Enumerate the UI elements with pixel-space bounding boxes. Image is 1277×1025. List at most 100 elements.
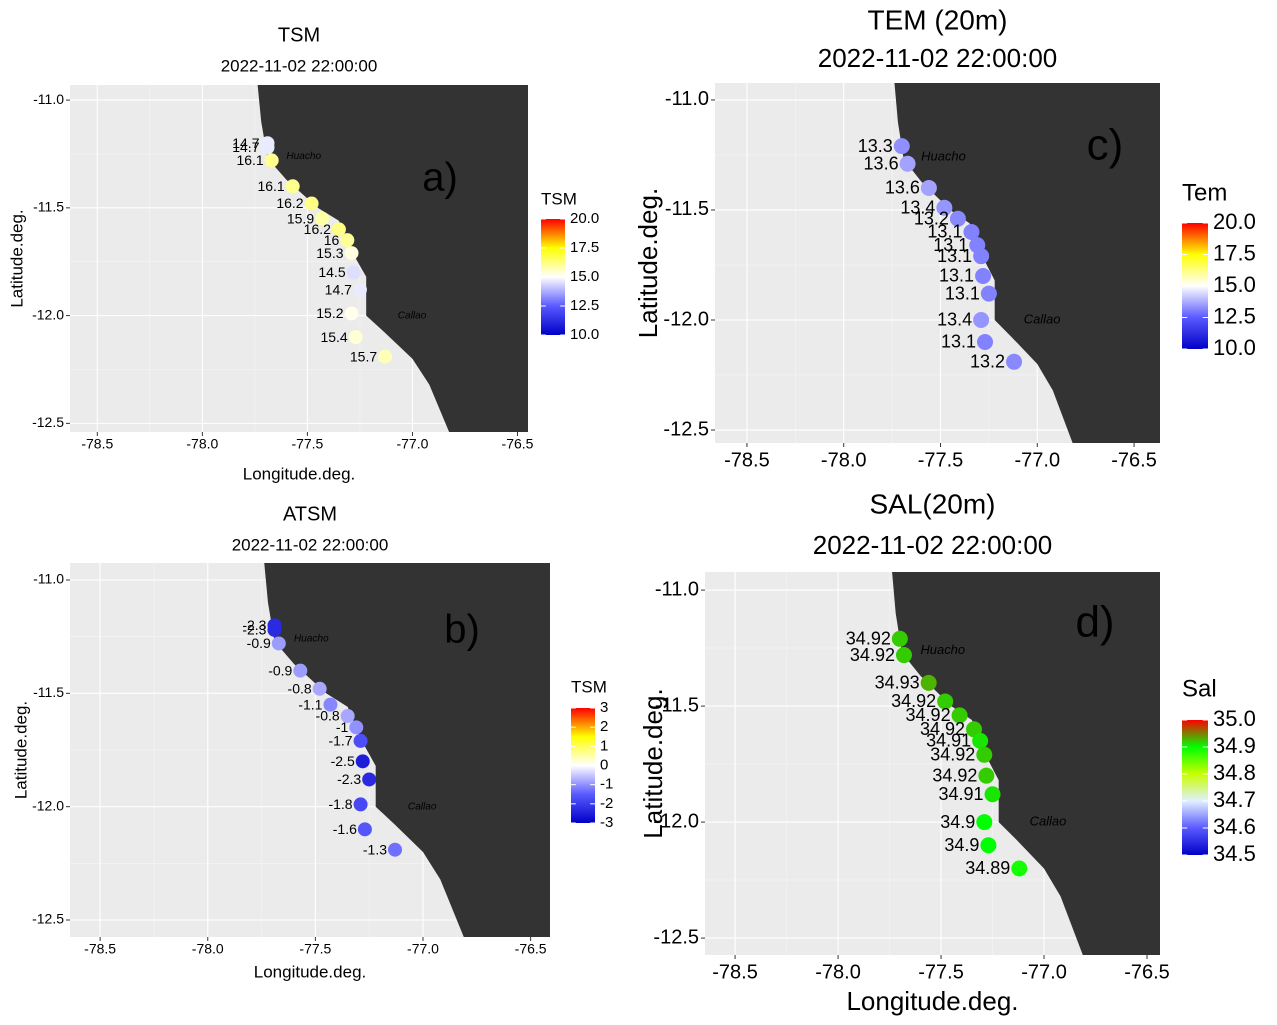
x-tick-label: -78.5	[81, 435, 113, 451]
x-tick-label: -77.5	[291, 435, 323, 451]
value-label: 13.1	[939, 266, 974, 286]
panel: ATSM 2022-11-02 22:00:00 -78.5 -78.0 -77.5 -7…	[11, 503, 613, 981]
station-point	[975, 267, 992, 284]
plot-area	[715, 83, 1160, 443]
value-label: 13.1	[941, 332, 976, 352]
station-point	[312, 681, 327, 696]
station-point	[355, 754, 370, 769]
value-label: 16.2	[276, 195, 303, 211]
station-point	[323, 697, 338, 712]
value-label: 34.91	[938, 784, 983, 804]
place-name: Callao	[1024, 311, 1061, 326]
value-label: 16	[324, 232, 340, 248]
y-tick-label: -12.0	[663, 308, 709, 330]
station-point	[976, 814, 993, 831]
station-point	[895, 647, 912, 664]
x-tick-label: -77.0	[407, 940, 439, 956]
chart-title: SAL(20m)	[869, 488, 995, 519]
panel-label: b)	[444, 608, 480, 652]
colorbar-tick-label: 12.5	[1213, 303, 1256, 328]
colorbar-title: Tem	[1182, 179, 1227, 206]
station-point	[984, 786, 1001, 803]
colorbar-tick-label: 10.0	[570, 326, 599, 343]
y-tick-label: -12.5	[32, 414, 64, 430]
value-label: -0.8	[288, 681, 312, 697]
station-point	[949, 210, 966, 227]
y-axis-label: Latitude.deg.	[7, 209, 26, 307]
colorbar-tick-label: 3	[600, 699, 608, 716]
station-point	[260, 140, 275, 155]
value-label: 34.89	[965, 858, 1010, 878]
station-point	[1006, 353, 1023, 370]
value-label: 15.4	[320, 329, 347, 345]
station-point	[951, 707, 968, 724]
station-point	[285, 179, 300, 194]
station-point	[340, 233, 355, 248]
value-label: -0.8	[316, 708, 340, 724]
value-label: 34.92	[906, 705, 951, 725]
colorbar-tick-label: 17.5	[570, 239, 599, 256]
x-tick-label: -77.0	[396, 435, 428, 451]
panel: SAL(20m) 2022-11-02 22:00:00 -78.5 -78.0 -77…	[638, 488, 1256, 1015]
station-point	[352, 282, 367, 297]
value-label: -0.9	[268, 662, 292, 678]
station-point	[973, 248, 990, 265]
y-tick-label: -12.0	[32, 306, 64, 322]
y-tick-label: -12.5	[653, 926, 699, 948]
value-label: -1.6	[333, 821, 357, 837]
value-label: 14.7	[232, 139, 259, 155]
station-point	[340, 709, 355, 723]
station-point	[348, 330, 363, 345]
x-tick-label: -78.5	[724, 449, 770, 471]
colorbar-title: Sal	[1182, 675, 1217, 702]
value-label: 34.9	[944, 835, 979, 855]
y-tick-label: -11.5	[665, 198, 709, 220]
place-name: Huacho	[294, 634, 329, 645]
value-label: 13.3	[858, 136, 893, 156]
value-label: 15.7	[350, 348, 377, 364]
value-label: 13.1	[927, 222, 962, 242]
colorbar-tick-label: 10.0	[1213, 335, 1256, 360]
value-label: 14.7	[325, 281, 352, 297]
value-label: -0.9	[247, 635, 271, 651]
value-label: 13.1	[937, 246, 972, 266]
y-axis-label: Latitude.deg.	[638, 688, 668, 838]
value-label: 13.6	[864, 154, 899, 174]
x-tick-label: -77.0	[1021, 961, 1067, 983]
colorbar-title: TSM	[571, 677, 607, 696]
y-tick-label: -12.0	[653, 810, 699, 832]
value-label: 13.4	[937, 310, 972, 330]
panel-label: d)	[1075, 598, 1114, 647]
colorbar-tick-label: 35.0	[1213, 706, 1256, 731]
value-label: 13.6	[885, 178, 920, 198]
value-label: 15.2	[316, 305, 343, 321]
value-label: 15.9	[287, 210, 314, 226]
x-tick-label: -77.5	[299, 940, 331, 956]
chart-subtitle: 2022-11-02 22:00:00	[232, 535, 389, 554]
land	[894, 83, 1160, 443]
colorbar-tick-label: 34.6	[1213, 814, 1256, 839]
station-point	[353, 733, 368, 748]
value-label: -1	[336, 719, 349, 735]
place-name: Huacho	[286, 151, 321, 162]
colorbar-tick-label: 1	[600, 737, 608, 754]
y-tick-label: -11.0	[33, 91, 64, 107]
value-label: -2.3	[337, 771, 361, 787]
value-label: -1.7	[328, 733, 352, 749]
station-point	[920, 179, 937, 196]
colorbar	[1182, 720, 1208, 855]
y-axis-label: Latitude.deg.	[633, 188, 663, 338]
land	[264, 563, 550, 937]
colorbar-tick-label: -2	[600, 795, 613, 812]
colorbar-tick-label: 0	[600, 756, 608, 773]
y-tick-label: -11.5	[33, 199, 64, 215]
panel: TEM (20m) 2022-11-02 22:00:00 -78.5 -78.0 -7…	[633, 4, 1256, 471]
chart-title: TSM	[278, 24, 320, 46]
x-tick-label: -77.5	[918, 449, 964, 471]
value-label: 34.92	[932, 765, 977, 785]
land	[257, 85, 528, 432]
plot-area	[70, 563, 550, 937]
colorbar-title: TSM	[541, 189, 577, 208]
place-name: Huacho	[921, 149, 966, 164]
y-tick-label: -11.5	[33, 684, 64, 700]
